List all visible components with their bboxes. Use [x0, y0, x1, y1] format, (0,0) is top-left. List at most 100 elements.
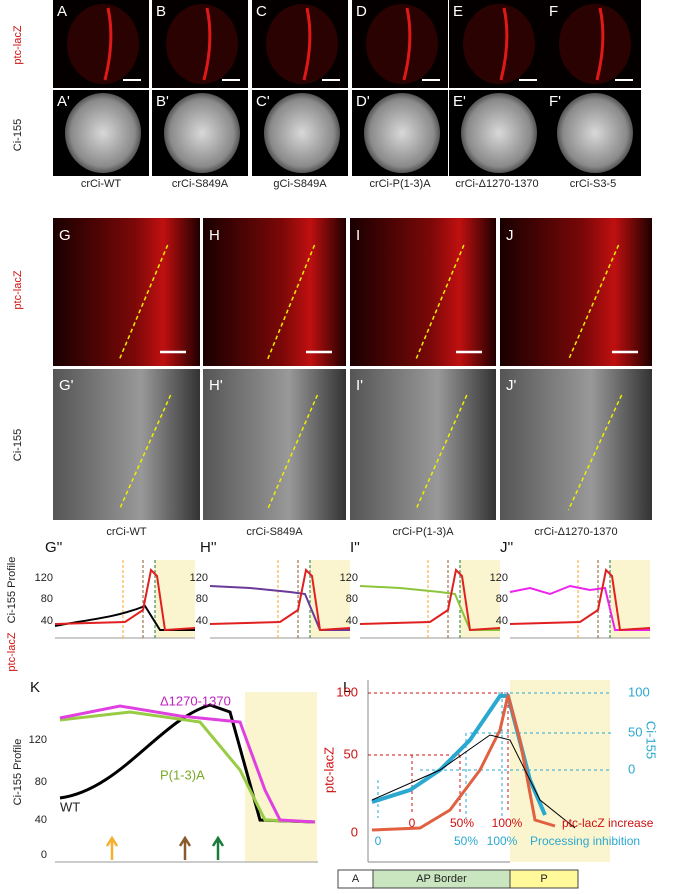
row-label: Ci-155 — [12, 119, 24, 151]
panel-letter: D' — [356, 93, 370, 110]
p-region — [155, 560, 195, 638]
construct: crCi-S3-5 — [570, 178, 616, 190]
panel-letter: E' — [453, 93, 466, 110]
bar-label: P — [540, 873, 547, 885]
ptc-profile — [209, 567, 351, 632]
row-label: Ci-155 Profile — [12, 739, 24, 806]
y-tick-label: 40 — [41, 615, 53, 627]
image-gray — [500, 369, 652, 520]
boundary — [567, 394, 623, 511]
stripe — [595, 7, 605, 81]
construct: crCi-Δ1270-1370 — [534, 526, 617, 538]
construct: gCi-S849A — [273, 178, 327, 190]
ci-profile — [509, 584, 650, 631]
construct: crCi-Δ1270-1370 — [455, 178, 538, 190]
construct: crCi-P(1-3)A — [392, 526, 454, 538]
bar-seg — [509, 869, 579, 889]
y-tick-label: 40 — [496, 615, 508, 627]
y-tick-label: 120 — [190, 572, 208, 584]
arrow — [178, 835, 192, 860]
panel-letter: L — [343, 679, 351, 696]
y-tick-label: 0 — [41, 849, 47, 861]
arrow — [105, 835, 119, 860]
panel-letter: E — [453, 3, 463, 20]
y-tick-label: 40 — [346, 615, 358, 627]
proc-mark: 100% — [487, 834, 518, 848]
y-tick-label: 80 — [41, 593, 53, 605]
ptc-profile — [54, 567, 196, 632]
panel-letter: I' — [356, 377, 363, 394]
panel-letter: F — [549, 3, 558, 20]
panel-letter: H'' — [200, 539, 217, 556]
row-label: Ci-155 — [12, 429, 24, 461]
content: ptc-lacZ Ci-155 A A' crCi-WT B B' crCi-S849A C C'… — [6, 0, 659, 889]
wing-gray — [264, 93, 340, 173]
panel-letter: A' — [57, 93, 70, 110]
row-label: ptc-lacZ — [12, 25, 24, 64]
panel-letter: H' — [209, 377, 223, 394]
proc-mark: 50% — [454, 834, 478, 848]
bar-label: AP Border — [416, 873, 467, 885]
construct: crCi-S849A — [172, 178, 229, 190]
y-tick-label: 80 — [196, 593, 208, 605]
panel-letter: B — [156, 3, 166, 20]
wing-gray — [164, 93, 240, 173]
panel-letter: G' — [59, 377, 74, 394]
y-tick-label: 120 — [29, 734, 47, 746]
y-tick-label: 80 — [346, 593, 358, 605]
y-tick-label: 80 — [35, 776, 47, 788]
wing-red — [559, 4, 631, 84]
image-gray — [350, 369, 496, 520]
panel-letter: C — [256, 3, 267, 20]
y-tick-label: 120 — [340, 572, 358, 584]
panel-letter: G — [59, 227, 71, 244]
p-region — [460, 560, 500, 638]
curve-label: WT — [60, 799, 80, 814]
thin-curve — [371, 734, 576, 829]
curve-wt — [59, 703, 316, 824]
curve-del — [59, 704, 316, 824]
y-tick-label: 50 — [344, 746, 358, 761]
image-red — [350, 218, 496, 366]
stripe — [202, 7, 212, 81]
wing-red — [463, 4, 535, 84]
stripe — [499, 7, 509, 81]
wing-red — [266, 4, 338, 84]
stripe — [302, 7, 312, 81]
curve-label: P(1-3)A — [160, 767, 205, 782]
curve-p13 — [59, 710, 316, 824]
ptc-curve — [371, 694, 556, 832]
y-tick-label: 120 — [490, 572, 508, 584]
axis-label: Ci-155 — [644, 721, 659, 759]
ptc-profile — [509, 567, 651, 632]
wing-red — [366, 4, 438, 84]
panel-letter: F' — [549, 93, 561, 110]
wing-red — [67, 4, 139, 84]
axis-label: Ci-155 Profile — [6, 557, 18, 624]
y-tick-label: 50 — [628, 724, 642, 739]
caption: Processing inhibition — [530, 834, 640, 848]
row-label: ptc-lacZ — [12, 270, 24, 309]
stripe — [402, 7, 412, 81]
axis-label: ptc-lacZ — [6, 632, 18, 671]
p-region — [610, 560, 650, 638]
panel-letter: G'' — [45, 539, 63, 556]
curve-label: Δ1270-1370 — [160, 693, 231, 708]
y-tick-label: 0 — [628, 761, 635, 776]
panel-letter: D — [356, 3, 367, 20]
panel-letter: H — [209, 227, 220, 244]
proc-mark: 0 — [375, 834, 382, 848]
image-gray — [53, 369, 200, 520]
y-tick-label: 40 — [196, 615, 208, 627]
wing-gray — [65, 93, 141, 173]
wing-gray — [461, 93, 537, 173]
y-tick-label: 120 — [35, 572, 53, 584]
ptc-mark: 100% — [492, 816, 523, 830]
panel-letter: B' — [156, 93, 169, 110]
image-red — [53, 218, 200, 366]
y-tick-label: 100 — [628, 684, 650, 699]
bar-label: A — [352, 873, 360, 885]
panel-letter: I'' — [350, 539, 360, 556]
panel-letter: K — [30, 679, 40, 696]
